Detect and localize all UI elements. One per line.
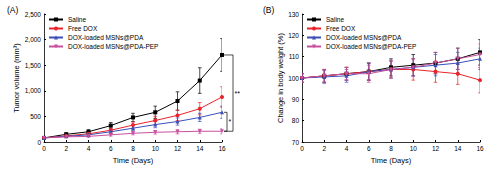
svg-text:120: 120 bbox=[288, 32, 299, 39]
svg-text:**: ** bbox=[235, 90, 241, 97]
svg-text:Free DOX: Free DOX bbox=[68, 25, 98, 32]
svg-text:2,500: 2,500 bbox=[25, 11, 42, 18]
svg-text:90: 90 bbox=[292, 96, 300, 103]
svg-text:10: 10 bbox=[152, 145, 160, 152]
svg-text:100: 100 bbox=[288, 75, 299, 82]
svg-text:4: 4 bbox=[345, 145, 349, 152]
svg-text:(B): (B) bbox=[263, 5, 275, 15]
svg-text:14: 14 bbox=[196, 145, 204, 152]
svg-text:1,000: 1,000 bbox=[25, 87, 42, 94]
svg-text:0: 0 bbox=[37, 139, 41, 146]
svg-text:10: 10 bbox=[410, 145, 418, 152]
svg-text:Time (Days): Time (Days) bbox=[371, 156, 412, 165]
svg-text:DOX-loaded MSNs@PDA: DOX-loaded MSNs@PDA bbox=[326, 34, 402, 41]
svg-text:Saline: Saline bbox=[68, 16, 86, 23]
svg-text:Change in body weight (%): Change in body weight (%) bbox=[276, 32, 285, 123]
svg-text:Time (Days): Time (Days) bbox=[113, 156, 154, 165]
svg-text:0: 0 bbox=[300, 145, 304, 152]
svg-text:6: 6 bbox=[367, 145, 371, 152]
svg-text:80: 80 bbox=[292, 117, 300, 124]
svg-text:DOX-loaded MSNs@PDA-PEP: DOX-loaded MSNs@PDA-PEP bbox=[68, 43, 158, 50]
svg-text:0: 0 bbox=[42, 145, 46, 152]
svg-text:70: 70 bbox=[292, 139, 300, 146]
svg-text:1,500: 1,500 bbox=[25, 62, 42, 69]
svg-text:16: 16 bbox=[476, 145, 484, 152]
svg-text:12: 12 bbox=[174, 145, 182, 152]
svg-text:6: 6 bbox=[109, 145, 113, 152]
svg-text:14: 14 bbox=[454, 145, 462, 152]
svg-text:16: 16 bbox=[218, 145, 226, 152]
svg-text:8: 8 bbox=[389, 145, 393, 152]
svg-text:DOX-loaded MSNs@PDA-PEP: DOX-loaded MSNs@PDA-PEP bbox=[326, 43, 416, 50]
svg-text:130: 130 bbox=[288, 11, 299, 18]
svg-text:Free DOX: Free DOX bbox=[326, 25, 356, 32]
svg-text:Saline: Saline bbox=[326, 16, 344, 23]
svg-text:4: 4 bbox=[87, 145, 91, 152]
svg-text:500: 500 bbox=[30, 113, 41, 120]
svg-text:2: 2 bbox=[64, 145, 68, 152]
svg-text:(A): (A) bbox=[7, 5, 19, 15]
svg-text:8: 8 bbox=[131, 145, 135, 152]
svg-text:*: * bbox=[229, 118, 232, 125]
svg-text:12: 12 bbox=[432, 145, 440, 152]
svg-text:110: 110 bbox=[289, 53, 300, 60]
svg-text:2,000: 2,000 bbox=[25, 36, 42, 43]
svg-text:DOX-loaded MSNs@PDA: DOX-loaded MSNs@PDA bbox=[68, 34, 144, 41]
svg-text:2: 2 bbox=[322, 145, 326, 152]
svg-text:Tumor volume (mm³): Tumor volume (mm³) bbox=[12, 43, 21, 113]
